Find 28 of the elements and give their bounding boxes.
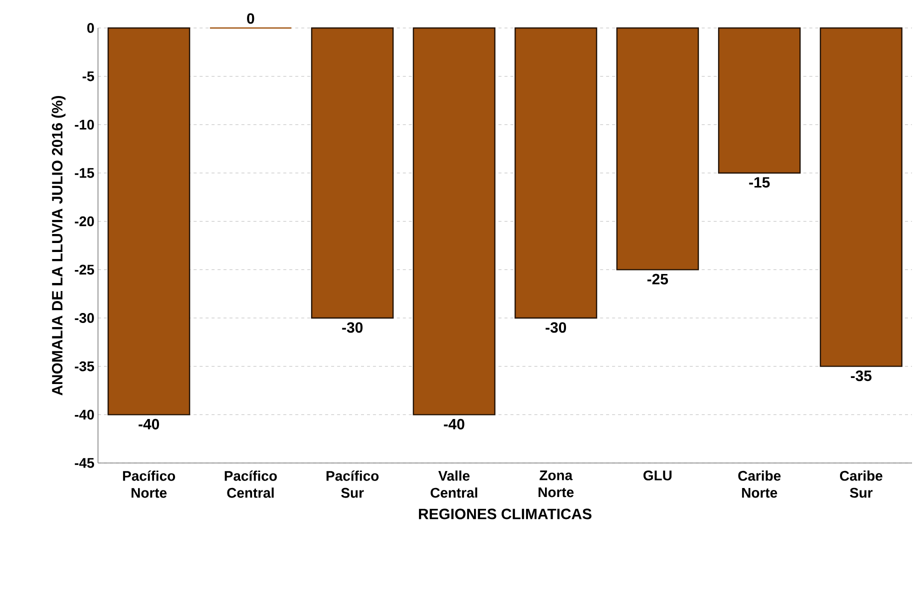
y-tick-label: -20 <box>74 216 94 226</box>
y-tick-label: -25 <box>74 264 94 275</box>
data-label: -25 <box>647 274 668 284</box>
y-axis-title: ANOMALIA DE LA LLUVIA JULIO 2016 (%) <box>52 96 66 396</box>
y-tick-label: -40 <box>74 410 94 420</box>
data-label: -40 <box>444 418 464 430</box>
x-tick-label: Valle Central <box>430 470 478 498</box>
y-tick-label: -10 <box>74 120 94 130</box>
y-tick-label: -5 <box>82 71 94 82</box>
y-tick-label: 0 <box>87 23 94 33</box>
x-tick-label: GLU <box>643 470 672 480</box>
x-tick-label: Caribe Sur <box>840 470 882 498</box>
x-axis-title: REGIONES CLIMATICAS <box>418 508 592 520</box>
x-tick-label: Pacífico Central <box>224 470 277 498</box>
y-tick-label: -15 <box>74 168 94 178</box>
data-label: 0 <box>247 13 254 24</box>
data-label: -30 <box>342 322 363 333</box>
data-label: -40 <box>138 418 160 430</box>
data-label: -15 <box>749 177 770 188</box>
x-tick-label: Pacífico Norte <box>123 470 176 498</box>
data-label: -30 <box>546 322 566 333</box>
y-tick-label: -45 <box>74 458 94 468</box>
x-tick-label: Zona Norte <box>538 470 574 498</box>
y-tick-label: -35 <box>74 361 94 372</box>
x-tick-label: Pacífico Sur <box>326 470 379 498</box>
y-tick-label: -30 <box>74 313 94 323</box>
x-tick-label: Caribe Norte <box>738 470 781 498</box>
data-label: -35 <box>850 370 872 382</box>
